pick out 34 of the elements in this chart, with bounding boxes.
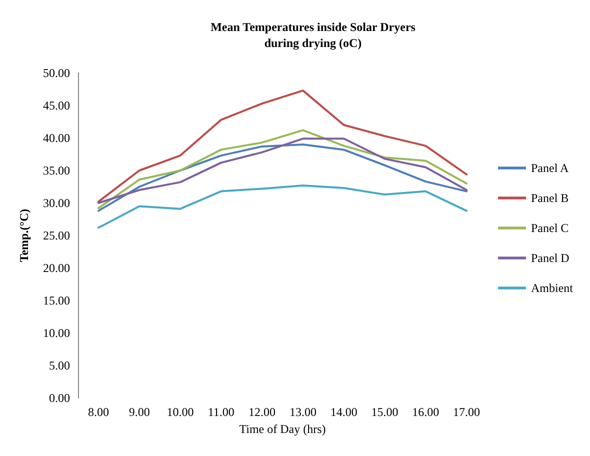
y-tick-label: 30.00 <box>43 196 70 210</box>
y-axis-title: Temp.(°C) <box>17 208 31 262</box>
x-tick-label: 8.00 <box>88 405 109 419</box>
x-tick-label: 15.00 <box>371 405 398 419</box>
x-tick-label: 12.00 <box>248 405 276 419</box>
y-tick-label: 45.00 <box>43 98 70 112</box>
y-tick-label: 50.00 <box>43 66 70 80</box>
y-tick-label: 15.00 <box>43 294 70 308</box>
y-tick-label: 40.00 <box>43 131 70 145</box>
x-tick-label: 9.00 <box>128 405 150 419</box>
y-tick-label: 5.00 <box>49 358 70 372</box>
y-tick-label: 10.00 <box>43 326 70 340</box>
legend-label: Panel C <box>531 221 569 235</box>
y-tick-label: 20.00 <box>43 261 70 275</box>
line-series <box>97 129 468 210</box>
line-series <box>97 144 468 212</box>
legend-label: Panel A <box>531 161 570 175</box>
legend-label: Panel B <box>531 191 569 205</box>
y-tick-label: 0.00 <box>49 391 70 405</box>
x-tick-label: 10.00 <box>166 405 194 419</box>
legend-label: Ambient <box>531 281 574 295</box>
x-tick-label: 11.00 <box>208 405 234 419</box>
x-tick-label: 17.00 <box>453 405 480 419</box>
line-series <box>97 184 468 229</box>
y-tick-label: 35.00 <box>43 164 70 178</box>
x-tick-label: 13.00 <box>289 405 316 419</box>
y-tick-label: 25.00 <box>43 228 70 242</box>
legend-label: Panel D <box>531 251 570 265</box>
chart-title: Mean Temperatures inside Solar Dryers during drying (oC) <box>210 20 416 50</box>
x-tick-label: 16.00 <box>412 405 440 419</box>
x-axis-title: Time of Day (hrs) <box>239 422 326 436</box>
line-series <box>97 90 468 203</box>
x-tick-label: 14.00 <box>330 405 358 419</box>
line-series <box>97 138 468 204</box>
